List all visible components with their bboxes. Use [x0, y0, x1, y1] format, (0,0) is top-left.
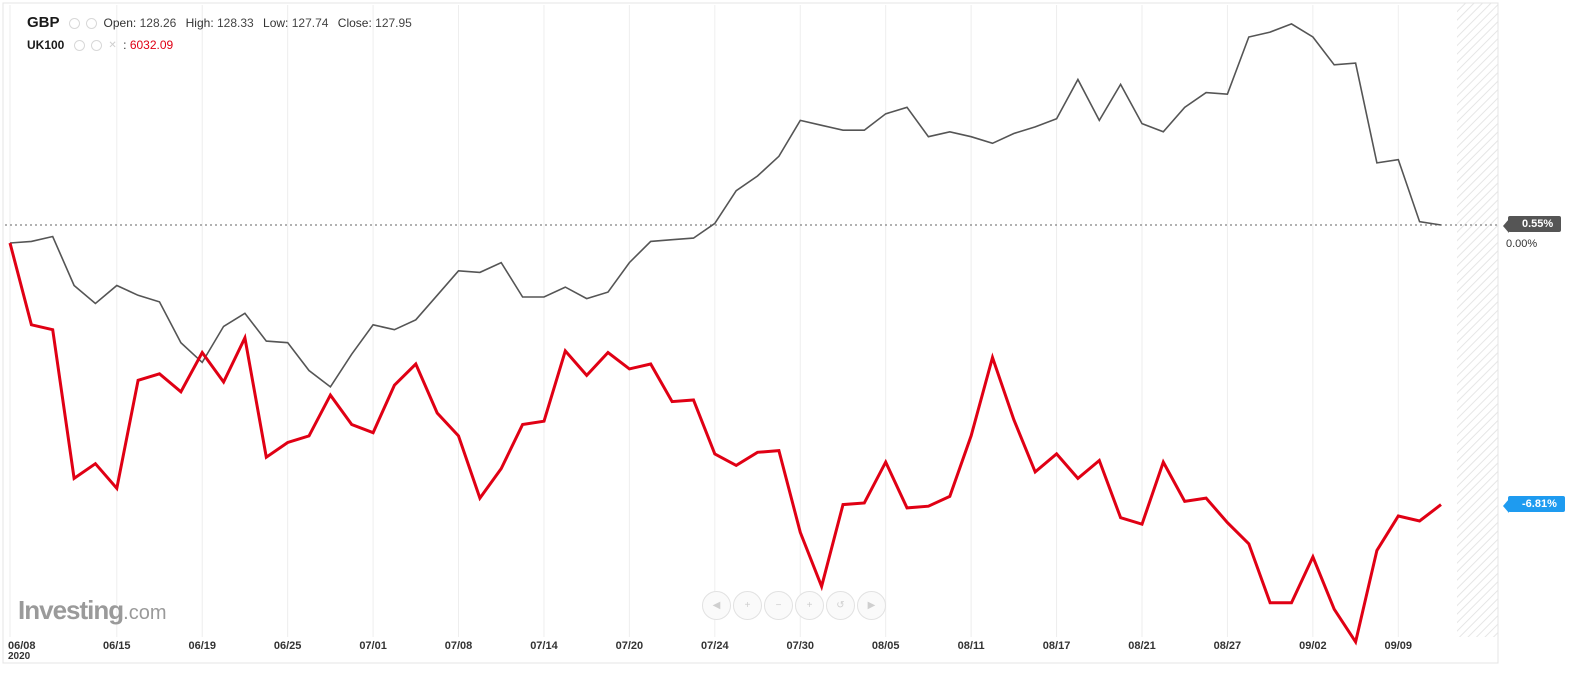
- legend-uk100-symbol[interactable]: UK100: [27, 38, 65, 52]
- x-tick-label: 06/25: [274, 640, 302, 652]
- legend-open-value: 128.26: [139, 16, 177, 30]
- legend-low-label: Low:: [263, 16, 289, 30]
- gbp-pct-badge: 0.55%: [1502, 216, 1562, 233]
- x-tick-label: 07/20: [616, 640, 644, 652]
- zoom-in-alt-icon[interactable]: +: [795, 591, 824, 620]
- settings-gear-icon[interactable]: [91, 40, 103, 52]
- x-tick-label: 07/14: [530, 640, 558, 652]
- legend-gbp-symbol[interactable]: GBP: [27, 14, 60, 31]
- legend-low-value: 127.74: [291, 16, 329, 30]
- grid-layer: [9, 5, 1399, 637]
- x-tick-label: 07/30: [786, 640, 814, 652]
- legend-high-label: High:: [185, 16, 214, 30]
- uk100-series-line[interactable]: [8, 242, 1442, 646]
- scroll-right-icon[interactable]: ▶: [857, 591, 886, 620]
- x-tick-label: 07/01: [359, 640, 387, 652]
- logo-name: Investing: [18, 595, 124, 625]
- x-tick-year-label: 2020: [8, 651, 31, 662]
- legend-high-value: 128.33: [217, 16, 254, 30]
- uk100-pct-badge: -6.81%: [1503, 495, 1565, 513]
- chart-frame: [2, 2, 1499, 664]
- x-tick-label: 08/05: [872, 640, 900, 652]
- legend-gbp: GBP Open: 128.26 High: 128.33 Low: 127.7…: [27, 14, 412, 31]
- x-tick-label: 08/21: [1128, 640, 1156, 652]
- x-tick-label: 08/17: [1043, 640, 1071, 652]
- settings-gear-icon[interactable]: [86, 18, 98, 30]
- x-tick-label: 09/02: [1299, 640, 1327, 652]
- x-tick-label: 06/08: [8, 640, 36, 652]
- x-tick-label: 07/08: [445, 640, 473, 652]
- investing-logo: Investing.com: [18, 595, 166, 626]
- visibility-eye-icon[interactable]: [68, 18, 80, 30]
- legend-uk100: UK100 ✕ : 6032.09: [27, 38, 173, 52]
- chart-navigation: ◀ + − + ↺ ▶: [702, 591, 886, 620]
- x-tick-label: 09/09: [1385, 640, 1413, 652]
- legend-close-value: 127.95: [375, 16, 412, 30]
- zero-pct-label: 0.00%: [1506, 238, 1538, 250]
- scroll-left-icon[interactable]: ◀: [702, 591, 731, 620]
- zoom-out-icon[interactable]: −: [764, 591, 793, 620]
- x-tick-label: 06/19: [188, 640, 216, 652]
- x-tick-label: 06/15: [103, 640, 131, 652]
- gbp-series-line[interactable]: [9, 23, 1442, 389]
- x-tick-label: 08/27: [1214, 640, 1242, 652]
- legend-uk100-sep: :: [123, 38, 127, 52]
- zoom-reset-icon[interactable]: ↺: [826, 591, 855, 620]
- x-tick-label: 08/11: [958, 640, 985, 652]
- legend-open-label: Open:: [103, 16, 137, 30]
- series-layer[interactable]: [8, 23, 1442, 646]
- future-area-hatch: [1457, 3, 1498, 637]
- x-tick-label: 07/24: [701, 640, 729, 652]
- remove-x-icon[interactable]: ✕: [108, 40, 117, 52]
- zoom-in-icon[interactable]: +: [733, 591, 762, 620]
- legend-close-label: Close:: [337, 16, 372, 30]
- logo-suffix: .com: [123, 602, 167, 624]
- legend-uk100-value: 6032.09: [129, 38, 174, 52]
- visibility-eye-icon[interactable]: [73, 40, 85, 52]
